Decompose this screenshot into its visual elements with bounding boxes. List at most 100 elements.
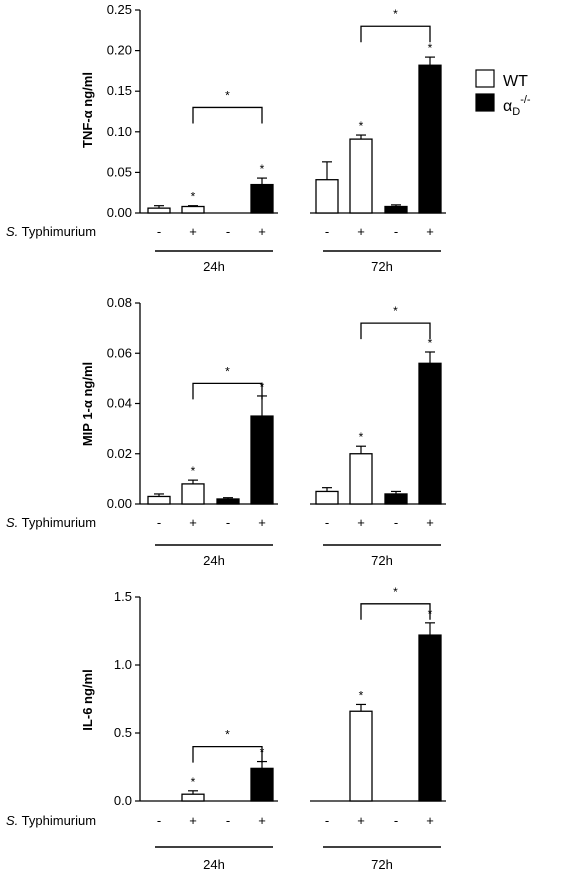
bar [349, 138, 373, 214]
condition-label-italic: S. [6, 224, 18, 239]
y-tick-label: 0.05 [107, 164, 132, 179]
significance-star: * [428, 41, 433, 55]
treatment-sign: + [357, 813, 365, 828]
bar [250, 183, 274, 214]
significance-star: * [359, 430, 364, 444]
significance-star: * [359, 119, 364, 133]
significance-star: * [225, 728, 230, 742]
treatment-sign: - [394, 515, 398, 530]
significance-star: * [393, 585, 398, 599]
y-axis-label: MIP 1-α ng/ml [80, 362, 95, 446]
chart-panel-1: 0.00 0.05 0.10 0.15 0.20 0.25 TNF-α ng/ml * * * * *… [6, 2, 446, 274]
treatment-sign: + [189, 224, 197, 239]
bar [418, 362, 442, 505]
significance-star: * [191, 464, 196, 478]
treatment-sign: + [258, 813, 266, 828]
bar [147, 207, 171, 214]
significance-bracket [192, 382, 263, 400]
legend-ko-swatch [475, 93, 495, 112]
significance-star: * [428, 336, 433, 350]
group-label: 24h [203, 259, 225, 274]
bar [315, 490, 339, 505]
y-tick-label: 0.0 [114, 793, 132, 808]
bar [349, 710, 373, 802]
condition-label-italic: S. [6, 515, 18, 530]
y-tick-label: 0.15 [107, 83, 132, 98]
bar [181, 205, 205, 214]
bar [384, 493, 408, 505]
condition-label-rest: Typhimurium [18, 224, 96, 239]
condition-label-rest: Typhimurium [18, 813, 96, 828]
bar [250, 415, 274, 505]
group-label: 72h [371, 553, 393, 568]
treatment-sign: - [157, 224, 161, 239]
y-tick-label: 0.10 [107, 124, 132, 139]
y-axis-label: TNF-α ng/ml [80, 72, 95, 148]
significance-star: * [225, 364, 230, 378]
condition-label-rest: Typhimurium [18, 515, 96, 530]
treatment-sign: - [157, 813, 161, 828]
treatment-sign: + [258, 515, 266, 530]
y-tick-label: 0.20 [107, 43, 132, 58]
legend: WT αD-/- [475, 69, 531, 118]
significance-star: * [359, 688, 364, 702]
significance-star: * [393, 7, 398, 21]
legend-wt-label: WT [503, 73, 528, 90]
y-tick-label: 0.02 [107, 446, 132, 461]
y-axis-label: IL-6 ng/ml [80, 669, 95, 730]
significance-star: * [191, 190, 196, 204]
treatment-sign: - [226, 515, 230, 530]
treatment-sign: + [426, 813, 434, 828]
treatment-sign: + [426, 515, 434, 530]
significance-star: * [225, 88, 230, 102]
y-tick-label: 0.06 [107, 345, 132, 360]
condition-label: S. Typhimurium [6, 515, 96, 530]
bar [250, 767, 274, 802]
treatment-sign: + [357, 224, 365, 239]
y-tick-label: 0.04 [107, 396, 132, 411]
legend-ko-sup: -/- [520, 94, 531, 106]
treatment-sign: - [157, 515, 161, 530]
y-tick-label: 1.0 [114, 657, 132, 672]
treatment-sign: + [258, 224, 266, 239]
group-label: 72h [371, 259, 393, 274]
treatment-sign: - [394, 813, 398, 828]
bar [181, 483, 205, 505]
chart-panel-3: 0.00.51.01.5IL-6 ng/ml******S. Typhimuri… [6, 585, 446, 872]
y-tick-label: 0.00 [107, 205, 132, 220]
treatment-sign: - [226, 813, 230, 828]
group-label: 24h [203, 857, 225, 872]
y-tick-label: 0.25 [107, 2, 132, 17]
bar [384, 205, 408, 214]
y-tick-label: 0.08 [107, 295, 132, 310]
condition-label: S. Typhimurium [6, 224, 96, 239]
bar [147, 495, 171, 505]
treatment-sign: + [357, 515, 365, 530]
condition-label: S. Typhimurium [6, 813, 96, 828]
significance-star: * [393, 304, 398, 318]
legend-ko-sub: D [512, 106, 520, 118]
treatment-sign: - [325, 224, 329, 239]
bar [418, 64, 442, 214]
treatment-sign: - [226, 224, 230, 239]
treatment-sign: - [325, 515, 329, 530]
bar [418, 634, 442, 802]
legend-ko-label: αD-/- [503, 94, 531, 118]
treatment-sign: - [325, 813, 329, 828]
y-tick-label: 0.00 [107, 496, 132, 511]
significance-star: * [191, 775, 196, 789]
condition-label-italic: S. [6, 813, 18, 828]
significance-bracket [192, 106, 263, 124]
treatment-sign: - [394, 224, 398, 239]
significance-bracket [360, 322, 431, 340]
treatment-sign: + [189, 515, 197, 530]
significance-bracket [360, 25, 431, 43]
chart-panels: 0.00 0.05 0.10 0.15 0.20 0.25 TNF-α ng/ml * * * * *… [6, 2, 446, 872]
group-label: 24h [203, 553, 225, 568]
significance-star: * [260, 162, 265, 176]
treatment-sign: + [189, 813, 197, 828]
group-label: 72h [371, 857, 393, 872]
bar [216, 498, 240, 505]
